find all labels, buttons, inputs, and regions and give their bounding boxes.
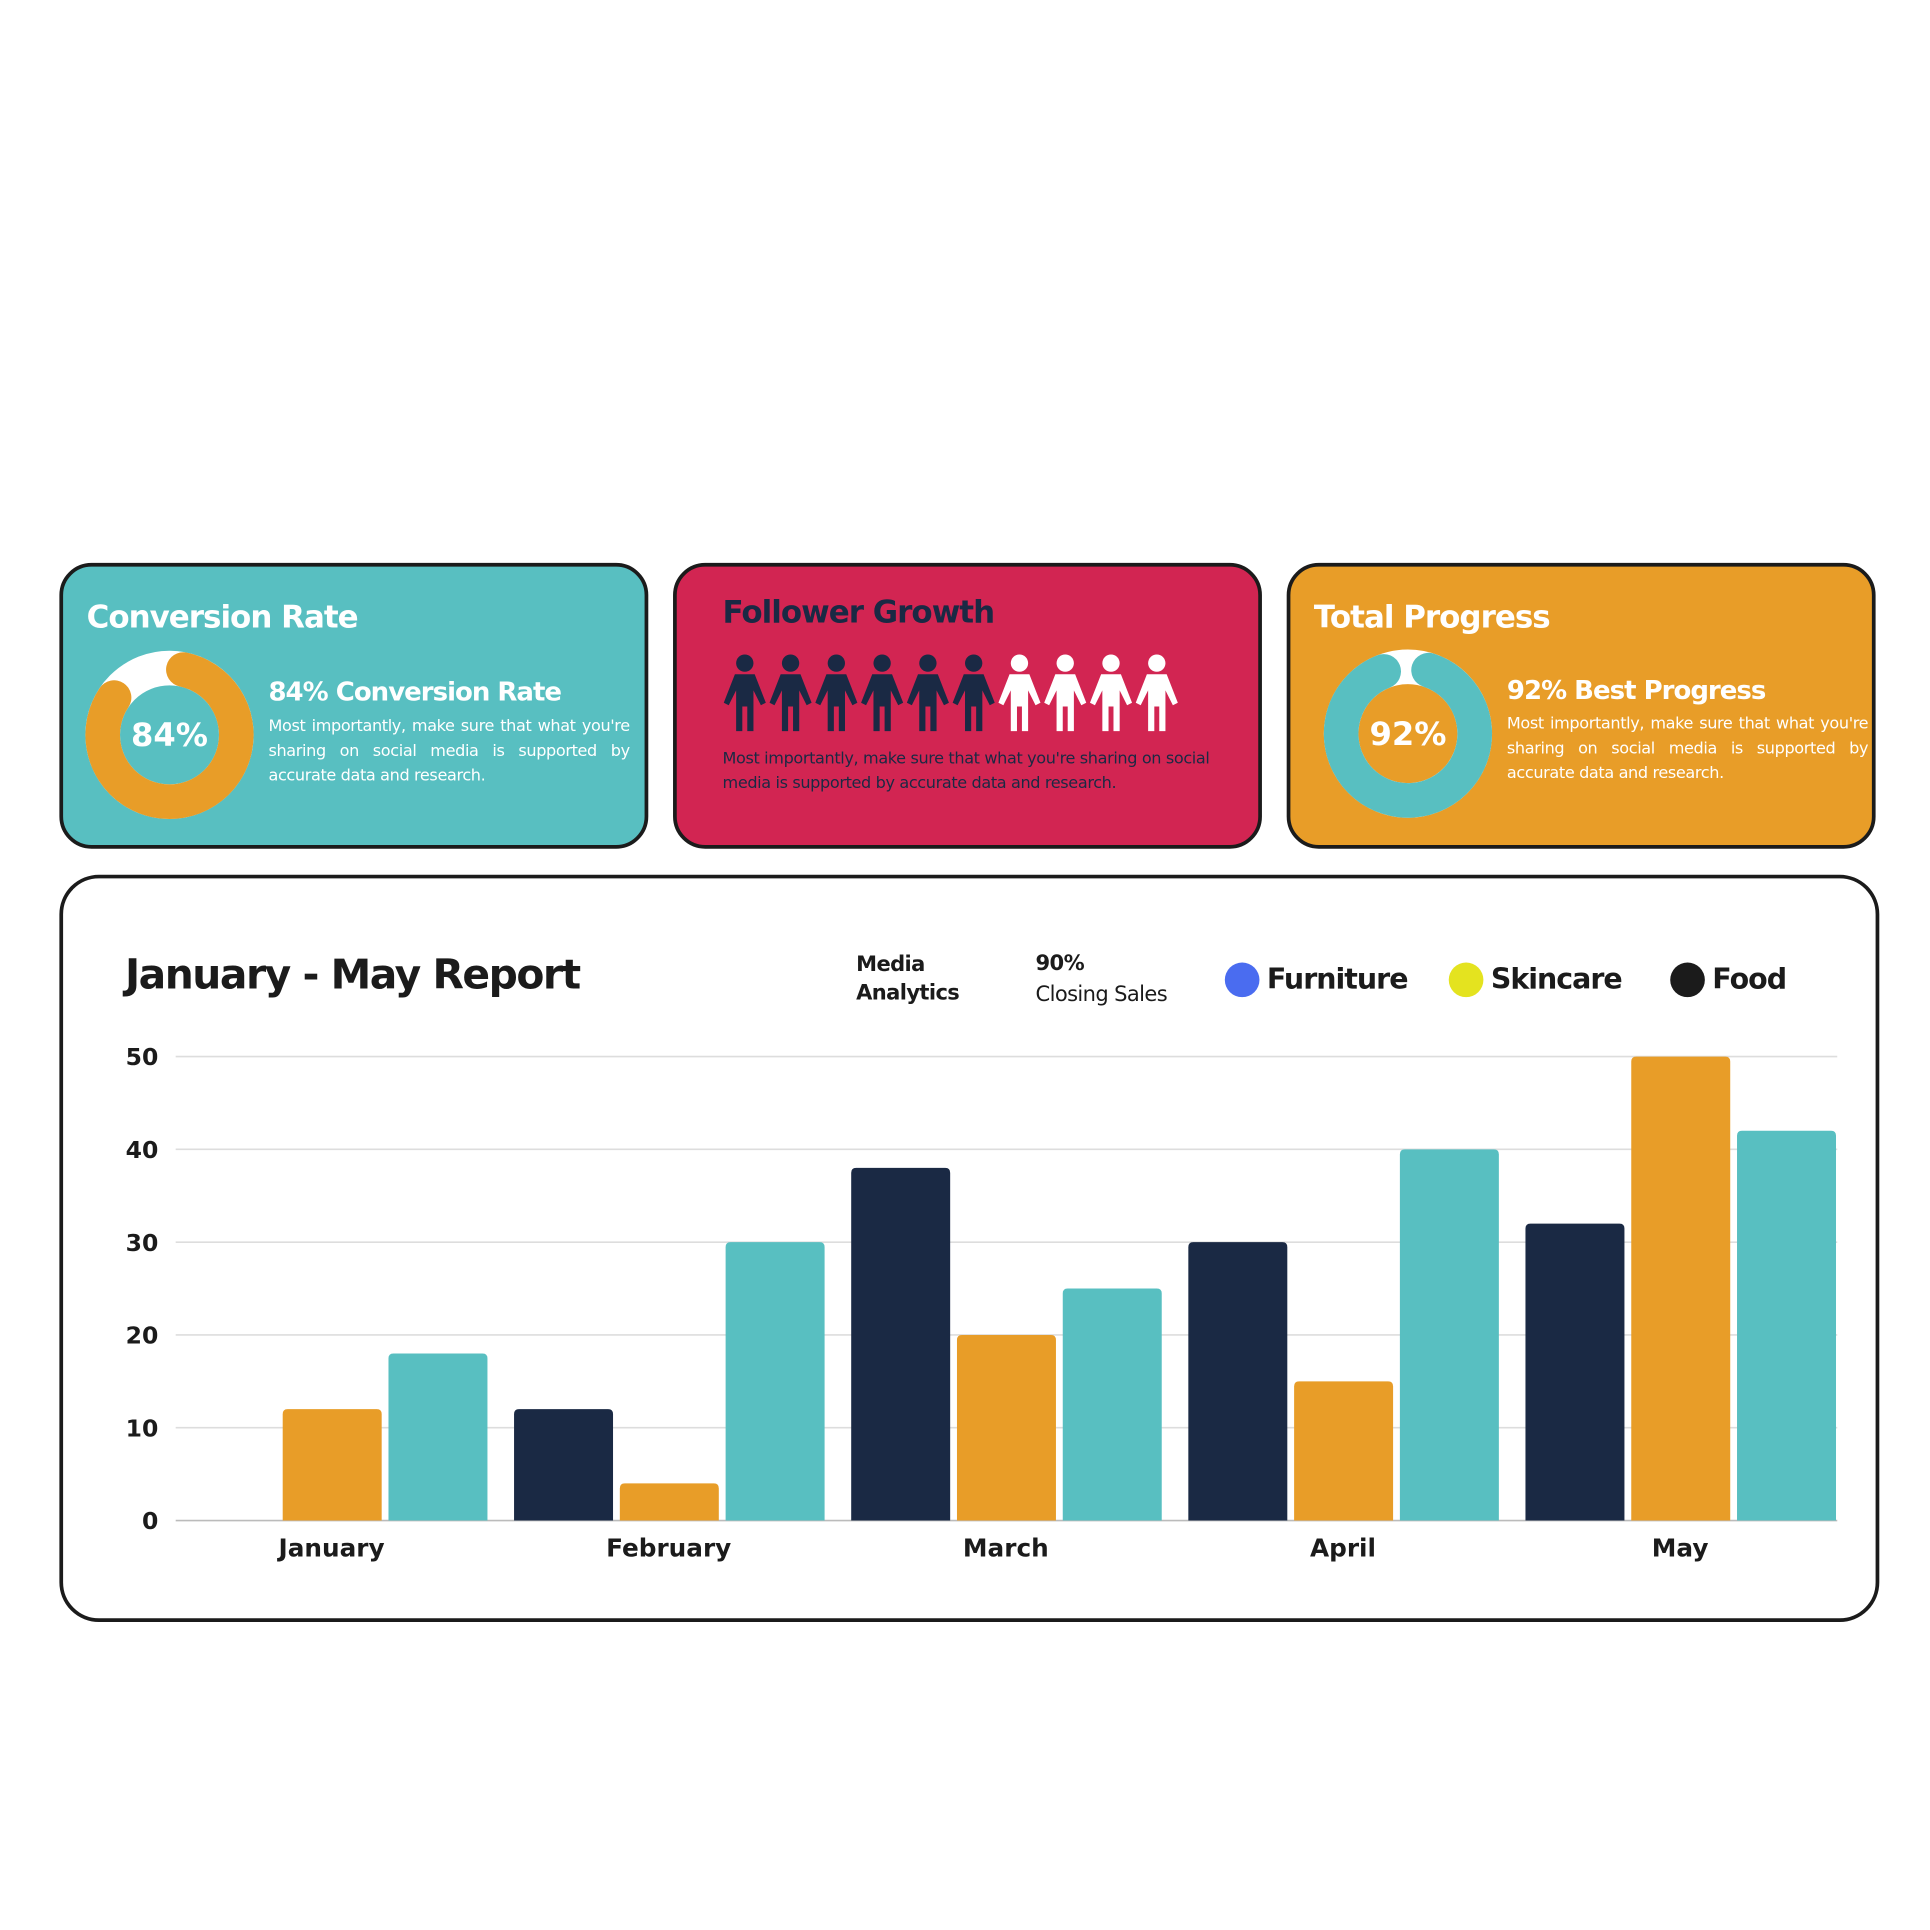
person-filled-icon	[861, 654, 904, 732]
y-tick-label: 30	[126, 1229, 159, 1257]
y-tick-label: 0	[142, 1507, 158, 1535]
bar	[388, 1353, 488, 1521]
legend-label: Skincare	[1490, 963, 1623, 996]
x-tick-label: January	[277, 1533, 385, 1562]
x-tick-label: February	[606, 1533, 731, 1562]
bar	[1399, 1149, 1499, 1521]
report-title: January - May Report	[124, 950, 581, 999]
person-empty-icon	[1044, 654, 1087, 732]
bar	[619, 1483, 719, 1521]
media-analytics-label: Media Analytics	[856, 952, 960, 1006]
closing-label: Closing Sales	[1035, 982, 1168, 1008]
bar	[1294, 1381, 1394, 1521]
y-tick-label: 20	[126, 1322, 159, 1350]
legend-label: Furniture	[1266, 963, 1409, 996]
y-tick-label: 10	[126, 1414, 159, 1442]
donut-center	[1359, 685, 1457, 782]
bar	[282, 1409, 382, 1521]
bar	[1525, 1223, 1625, 1521]
follower-growth-card: Follower Growth Most importantly, make s…	[673, 562, 1262, 849]
person-empty-icon	[998, 654, 1041, 732]
person-filled-icon	[815, 654, 858, 732]
person-filled-icon	[723, 654, 766, 732]
bar	[1631, 1056, 1731, 1521]
bar	[514, 1409, 614, 1521]
donut-label: 84%	[131, 716, 208, 754]
person-empty-icon	[1089, 654, 1133, 732]
card-title: Follower Growth	[722, 593, 996, 630]
total-progress-card: Total Progress 92% 92% Best Progress Mos…	[1286, 562, 1876, 849]
x-tick-label: May	[1652, 1533, 1709, 1562]
card-subtitle: 92% Best Progress	[1506, 675, 1766, 706]
legend-label: Food	[1712, 963, 1787, 996]
legend-dot	[1224, 962, 1260, 998]
card-title: Total Progress	[1313, 598, 1551, 635]
legend-dot	[1670, 962, 1705, 998]
legend-skincare: Skincare	[1448, 962, 1623, 998]
y-tick-label: 40	[126, 1136, 159, 1164]
x-tick-label: April	[1310, 1533, 1376, 1562]
person-empty-icon	[1135, 654, 1178, 732]
bar	[1737, 1130, 1837, 1521]
card-description: Most importantly, make sure that what yo…	[268, 717, 630, 786]
bar	[725, 1242, 825, 1521]
person-filled-icon	[952, 654, 995, 732]
person-filled-icon	[769, 654, 812, 732]
legend-dot	[1448, 962, 1484, 998]
donut-progress-arc	[85, 650, 254, 820]
conversion-rate-card: Conversion Rate 84% 84% Conversion Rate …	[59, 562, 649, 849]
x-tick-label: March	[963, 1533, 1049, 1562]
bar	[956, 1334, 1056, 1521]
bar	[1188, 1242, 1288, 1521]
legend-furniture: Furniture	[1224, 962, 1409, 998]
bar	[1062, 1288, 1162, 1521]
card-description: Most importantly, make sure that what yo…	[722, 749, 1210, 794]
donut-progress-arc	[1323, 649, 1493, 818]
progress-donut: 92%	[1323, 649, 1493, 818]
y-tick-label: 50	[126, 1043, 159, 1071]
legend-food: Food	[1670, 962, 1787, 998]
donut-center	[121, 686, 218, 784]
person-filled-icon	[906, 654, 949, 732]
card-description: Most importantly, make sure that what yo…	[1506, 715, 1869, 784]
closing-value: 90%	[1035, 951, 1085, 977]
card-title: Conversion Rate	[86, 598, 359, 635]
donut-label: 92%	[1369, 715, 1446, 753]
bar	[851, 1167, 951, 1521]
people-icons	[723, 653, 1180, 732]
card-subtitle: 84% Conversion Rate	[268, 676, 562, 707]
conversion-donut: 84%	[85, 650, 254, 820]
